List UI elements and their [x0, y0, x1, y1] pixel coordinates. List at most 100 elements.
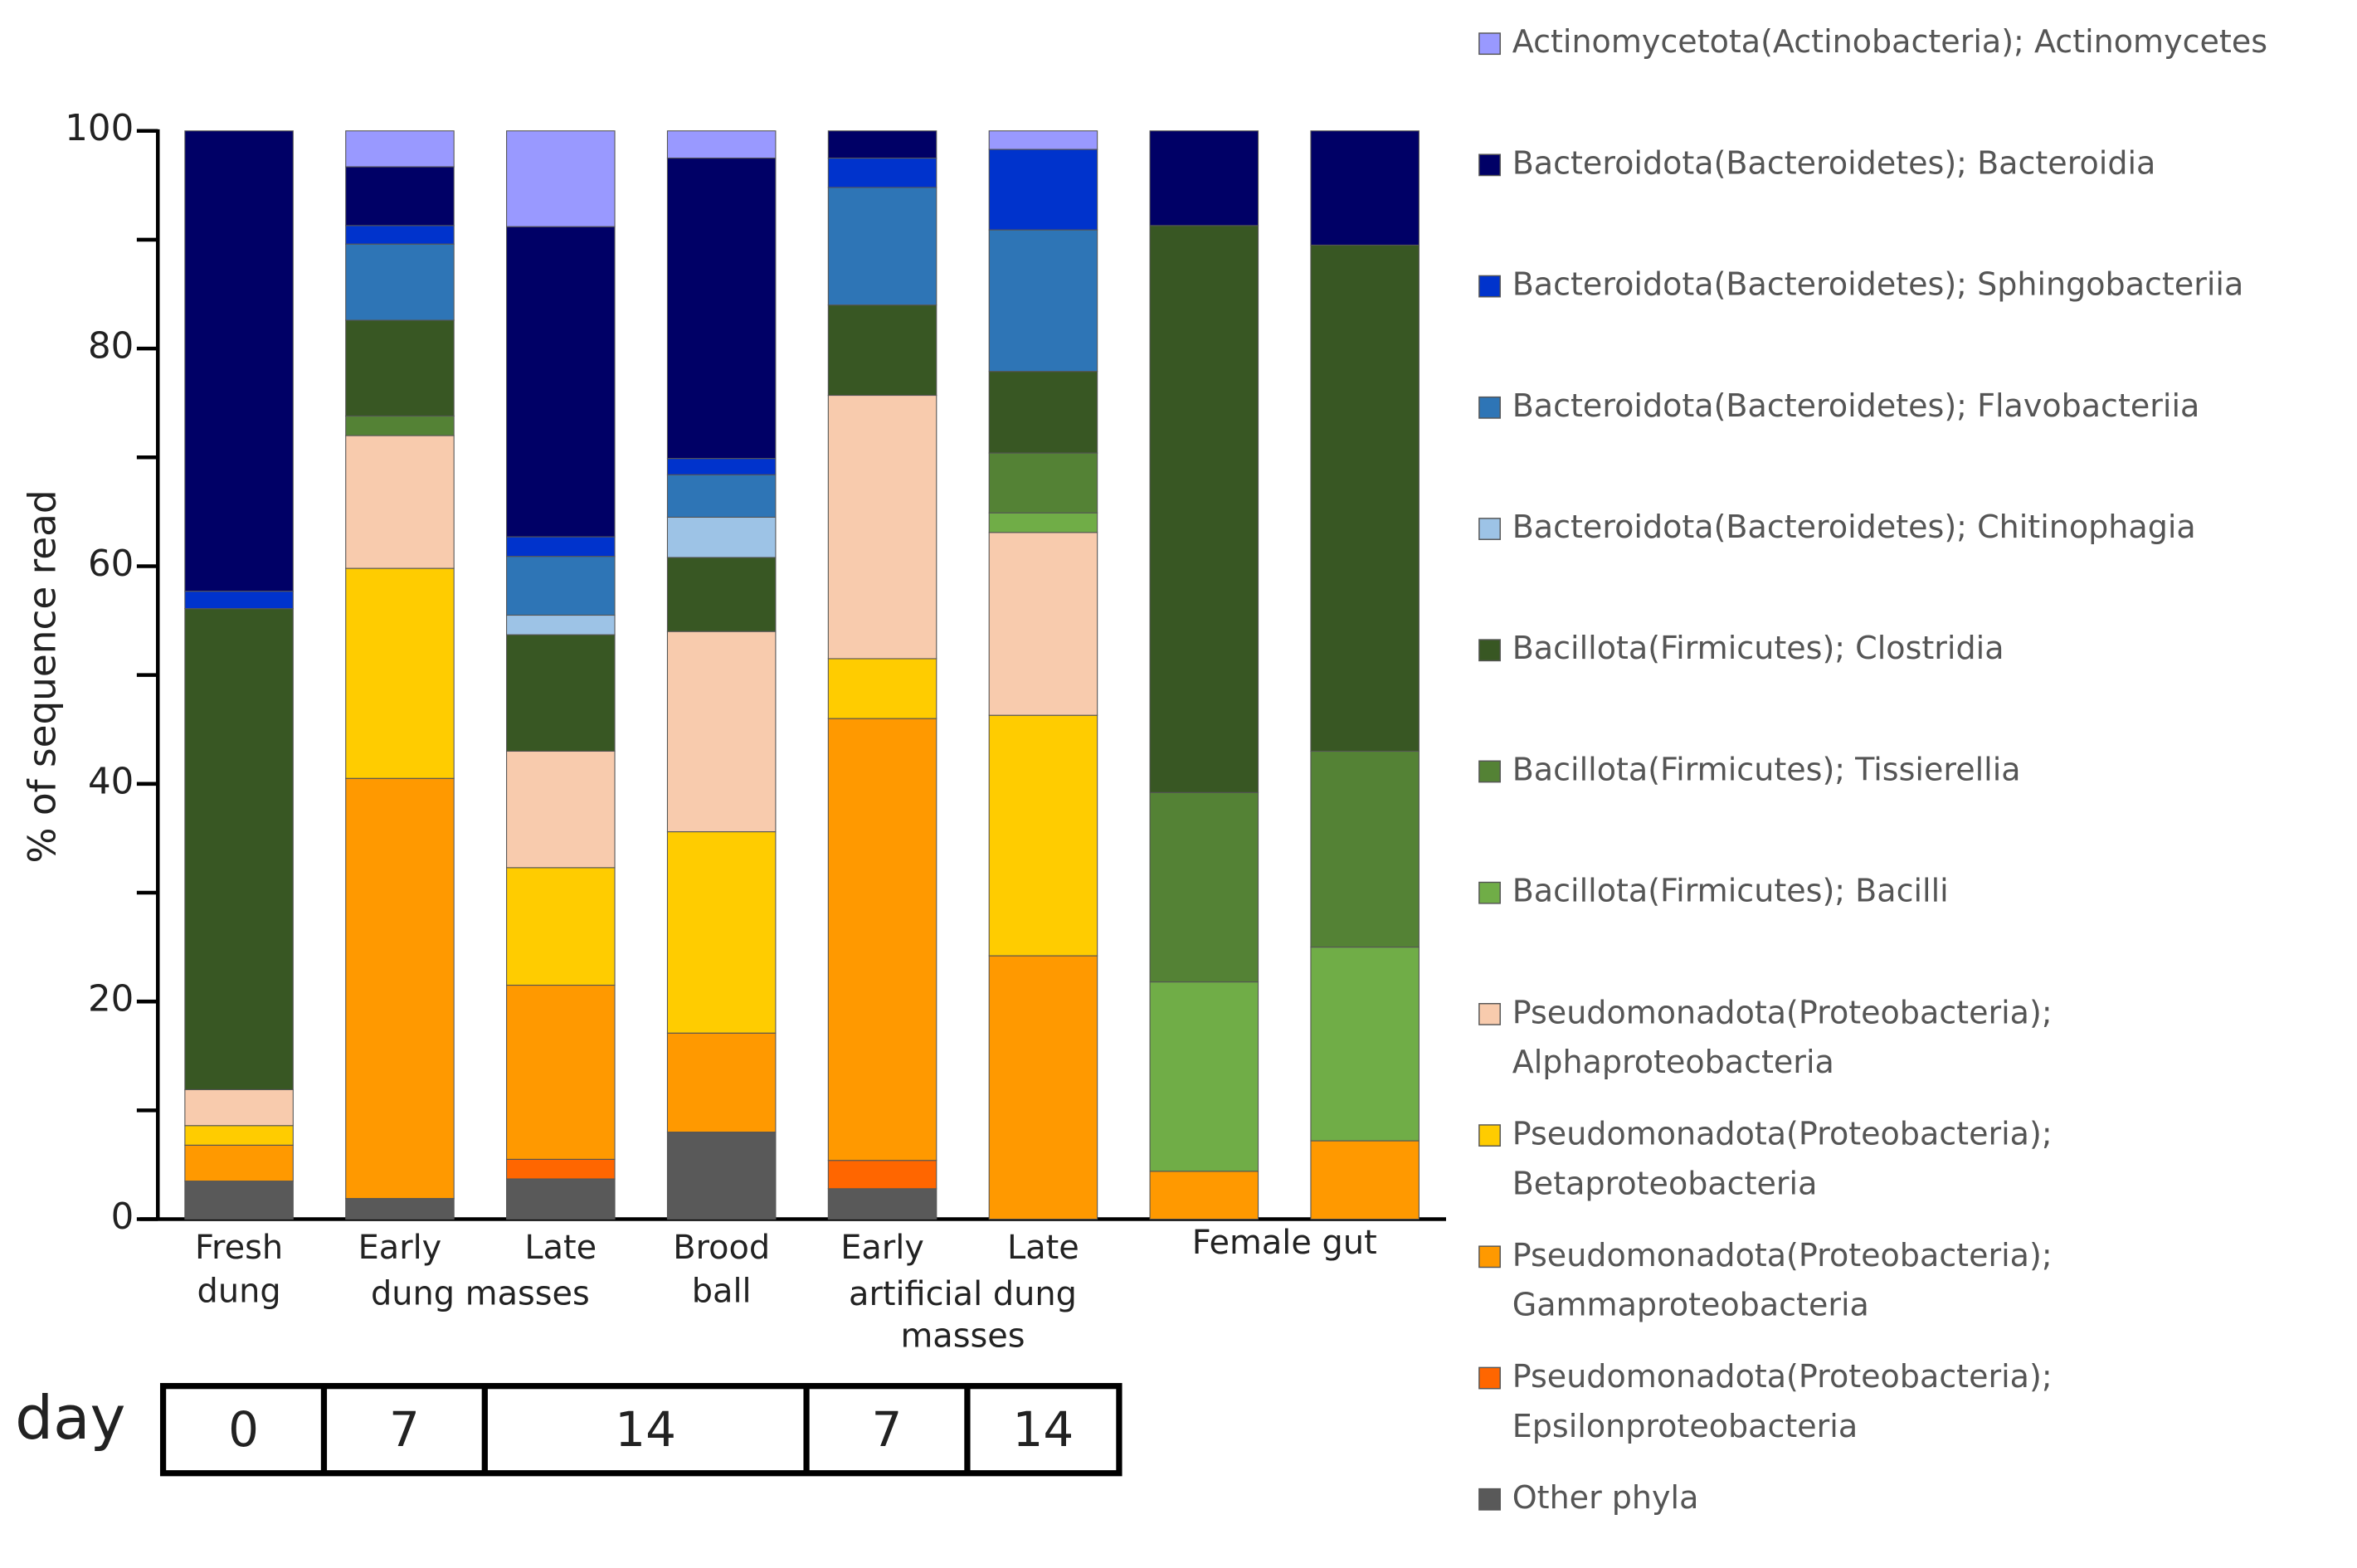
bar-segment [184, 591, 294, 610]
day-label: day [15, 1384, 125, 1454]
bar-segment [666, 557, 777, 632]
legend-label: Bacteroidota(Bacteroidetes); Bacteroidia [1512, 144, 2156, 181]
group-label: Female gut [1192, 1224, 1377, 1262]
bar-segment [666, 1132, 777, 1220]
bar-segment [345, 243, 455, 321]
bar-segment [184, 1088, 294, 1127]
legend-swatch [1478, 639, 1501, 662]
legend-label: Pseudomonadota(Proteobacteria); Epsilonpr… [1512, 1358, 2053, 1444]
legend-label: Bacteroidota(Bacteroidetes); Chitinophag… [1512, 509, 2196, 545]
bar-segment [827, 187, 937, 306]
y-axis-label: % of sequence read [20, 489, 64, 863]
bar-segment [506, 226, 616, 538]
bar-segment [1149, 1171, 1259, 1220]
legend-swatch [1478, 518, 1501, 540]
bar-segment [184, 130, 294, 592]
x-tick-label: Brood ball [673, 1228, 770, 1310]
bar-segment [506, 536, 616, 558]
day-cell: 0 [228, 1401, 259, 1458]
bar-segment [506, 634, 616, 752]
bar-segment [827, 130, 937, 159]
legend-label: Bacteroidota(Bacteroidetes); Sphingobact… [1512, 266, 2244, 303]
bar-segment [827, 394, 937, 660]
y-tick-label: 80 [88, 326, 134, 368]
y-tick-label: 20 [88, 979, 134, 1020]
bar-segment [506, 130, 616, 227]
bar-segment [1310, 947, 1420, 1142]
bar-segment [506, 556, 616, 616]
legend-swatch [1478, 1245, 1501, 1269]
legend-swatch [1478, 1366, 1501, 1390]
bar-segment [345, 1198, 455, 1220]
legend-label: Pseudomonadota(Proteobacteria); Gammaprot… [1512, 1236, 2053, 1322]
bar-segment [666, 458, 777, 475]
day-cell: 7 [872, 1401, 903, 1458]
bar-segment [184, 1144, 294, 1182]
day-cell: 14 [615, 1401, 676, 1458]
bar-segment [1310, 130, 1420, 246]
legend-swatch [1478, 881, 1501, 904]
bar-segment [1310, 750, 1420, 948]
legend-swatch [1478, 1002, 1501, 1025]
bar-segment [988, 955, 1098, 1220]
bar-segment [666, 157, 777, 460]
bar-segment [988, 532, 1098, 716]
bar-segment [827, 157, 937, 188]
day-cell: 14 [1013, 1401, 1074, 1458]
bar-segment [345, 166, 455, 226]
bar-segment [827, 1160, 937, 1190]
bar-segment [345, 319, 455, 416]
legend-swatch [1478, 1124, 1501, 1147]
legend-label: Other phyla [1512, 1479, 1699, 1516]
bar-segment [827, 304, 937, 397]
bar-segment [666, 516, 777, 558]
legend-swatch [1478, 275, 1501, 298]
legend-label: Bacteroidota(Bacteroidetes); Flavobacter… [1512, 387, 2200, 424]
legend-label: Bacillota(Firmicutes); Tissierellia [1512, 751, 2021, 787]
bar-segment [827, 1188, 937, 1220]
bar-segment [1149, 130, 1259, 226]
bar-segment [506, 614, 616, 635]
bar-segment [988, 371, 1098, 454]
y-tick-label: 60 [88, 543, 134, 585]
legend-swatch [1478, 760, 1501, 783]
bar-segment [827, 658, 937, 719]
bar-segment [988, 130, 1098, 150]
bar-segment [1310, 244, 1420, 752]
bar-segment [827, 718, 937, 1161]
bar-segment [988, 714, 1098, 957]
legend-label: Bacillota(Firmicutes); Clostridia [1512, 630, 2004, 666]
bar-segment [666, 631, 777, 833]
legend-swatch [1478, 153, 1501, 177]
y-tick-label: 0 [111, 1196, 134, 1238]
x-tick-label: Early [840, 1228, 924, 1266]
legend-swatch [1478, 1488, 1501, 1511]
legend-swatch [1478, 32, 1501, 56]
bar-segment [506, 984, 616, 1160]
bar-segment [345, 225, 455, 245]
bar-segment [184, 1125, 294, 1146]
group-label: artificial dung masses [849, 1274, 1077, 1355]
bar-segment [345, 777, 455, 1200]
bar-segment [988, 512, 1098, 533]
group-label: dung masses [371, 1274, 590, 1312]
bar-segment [506, 750, 616, 869]
bar-segment [666, 130, 777, 159]
legend-label: Pseudomonadota(Proteobacteria); Betaprote… [1512, 1115, 2053, 1201]
bar-segment [1149, 791, 1259, 983]
x-tick-label: Late [1007, 1228, 1079, 1266]
bar-segment [345, 415, 455, 436]
bar-segment [1310, 1140, 1420, 1220]
bar-segment [988, 452, 1098, 514]
x-tick-label: Fresh dung [195, 1228, 283, 1310]
bar-segment [988, 149, 1098, 231]
bar-segment [345, 435, 455, 569]
x-tick-label: Late [524, 1228, 597, 1266]
y-tick-label: 40 [88, 761, 134, 802]
day-box [159, 1383, 1122, 1477]
legend-label: Bacillota(Firmicutes); Bacilli [1512, 873, 1949, 909]
bar-segment [506, 867, 616, 986]
legend-swatch [1478, 396, 1501, 419]
